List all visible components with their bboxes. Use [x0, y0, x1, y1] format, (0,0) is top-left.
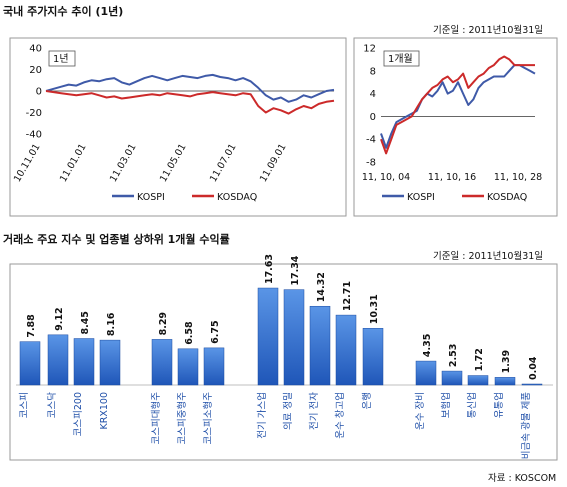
series-line-kospi	[380, 64, 536, 149]
legend-label-kospi: KOSPI	[407, 192, 435, 203]
x-tick-label: 11, 10, 04	[362, 172, 410, 183]
bar	[309, 305, 331, 386]
bar-category-label: 유통업	[493, 392, 505, 418]
y-tick-label: -20	[26, 108, 42, 119]
bar-value-label: 9.12	[54, 307, 65, 330]
bar-value-label: 8.16	[106, 312, 117, 336]
y-tick-label: -4	[366, 135, 376, 146]
bar	[73, 338, 95, 386]
bar-category-label: 의료 정밀	[282, 392, 294, 430]
month-chart: 12 8 4 0 -4 -8 1개월 11, 10, 04 11, 10, 16 11, 10, …	[362, 44, 542, 204]
bar-value-label: 2.53	[448, 344, 459, 367]
y-tick-label: 12	[363, 44, 376, 55]
bar-chart: 7.88 코스피 9.12 코스닥 8.45 코스피200 8.16 KRX100 8.29 코스…	[16, 254, 553, 459]
year-chart-frame	[9, 37, 347, 217]
y-tick-label: 8	[370, 66, 376, 77]
bar-value-label: 1.39	[501, 350, 512, 373]
bar	[203, 347, 225, 386]
bar	[177, 348, 199, 386]
bar-value-label: 17.63	[264, 254, 275, 284]
bar-category-label: 운수 창고업	[334, 392, 346, 439]
legend-label-kosdaq: KOSDAQ	[217, 192, 257, 203]
bar-category-label: 전기 전자	[309, 392, 320, 430]
legend-label-kospi: KOSPI	[137, 192, 165, 203]
bar-value-label: 14.32	[316, 272, 327, 302]
y-tick-label: 0	[370, 112, 376, 123]
source-note: 자료 : KOSCOM	[488, 473, 557, 484]
bar-value-label: 8.45	[80, 311, 91, 334]
period-tag-box	[48, 50, 76, 67]
top-base-date: 기준일 : 2011년10월31일	[433, 25, 544, 36]
bar	[151, 339, 173, 386]
bar-value-label: 0.04	[528, 356, 539, 380]
bottom-base-date: 기준일 : 2011년10월31일	[433, 251, 544, 262]
series-line-kosdaq	[380, 55, 535, 155]
bar-category-label: 비금속 광물 제품	[520, 392, 532, 459]
bar	[467, 375, 489, 386]
period-tag: 1년	[53, 53, 69, 65]
bar-category-label: 보험업	[440, 392, 452, 418]
bar	[257, 287, 279, 386]
bar-value-label: 8.29	[158, 312, 169, 335]
bar	[441, 370, 463, 386]
bar	[362, 328, 384, 386]
bar-value-label: 6.58	[184, 321, 195, 345]
bar-value-label: 4.35	[422, 334, 433, 357]
bar	[47, 334, 69, 386]
legend-label-kosdaq: KOSDAQ	[487, 192, 527, 203]
y-tick-label: 4	[370, 89, 376, 100]
x-tick-label: 11, 10, 16	[428, 172, 476, 183]
bar-value-label: 10.31	[369, 294, 380, 324]
bottom-section-title: 거래소 주요 지수 및 업종별 상하위 1개월 수익률	[3, 233, 230, 246]
bar-value-label: 17.34	[290, 255, 301, 285]
x-tick-label: 11, 10, 28	[494, 172, 542, 183]
bar-category-label: 전기 가스업	[256, 392, 268, 439]
bar-category-label: 코스피	[19, 392, 30, 418]
bar-category-label: 코스닥	[47, 392, 58, 418]
bar-value-label: 7.88	[26, 314, 37, 338]
bar-value-label: 6.75	[210, 320, 221, 343]
period-tag-box	[383, 50, 420, 67]
bar-category-label: 통신업	[466, 392, 478, 418]
bar-category-label: 코스피중형주	[177, 392, 188, 445]
bar-category-label: 은행	[361, 392, 373, 409]
bar-value-label: 1.72	[474, 348, 485, 371]
bar	[99, 339, 121, 386]
bar-category-label: 코스피소형주	[203, 392, 214, 445]
series-line-kosdaq	[45, 90, 335, 115]
y-tick-label: -8	[366, 158, 376, 169]
bar	[19, 341, 41, 386]
bar	[283, 289, 305, 386]
y-tick-label: -40	[26, 130, 42, 141]
bar-category-label: 코스피대형주	[151, 392, 162, 445]
bar-category-label: 운수 장비	[415, 392, 426, 430]
y-tick-label: 20	[29, 65, 42, 76]
series-line-kospi	[45, 73, 335, 103]
bar	[521, 383, 543, 386]
y-tick-label: 0	[36, 87, 42, 98]
top-section-title: 국내 주가지수 추이 (1년)	[3, 5, 124, 18]
y-tick-label: 40	[29, 44, 42, 55]
bar-value-label: 12.71	[342, 281, 353, 311]
bar-category-label: KRX100	[99, 392, 110, 429]
bar	[494, 377, 516, 386]
period-tag: 1개월	[388, 53, 413, 65]
bar	[335, 314, 357, 386]
bar	[415, 360, 437, 386]
bar-category-label: 코스피200	[73, 392, 84, 436]
